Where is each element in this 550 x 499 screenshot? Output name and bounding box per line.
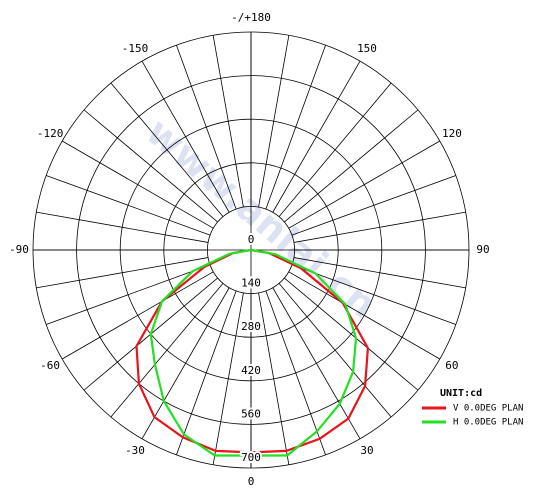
spoke — [110, 283, 224, 418]
r-tick-label: 280 — [241, 320, 261, 333]
angle-tick-label: -30 — [125, 444, 145, 457]
spoke — [265, 290, 326, 455]
spoke — [258, 35, 290, 208]
spoke — [293, 211, 466, 243]
legend-label: H 0.0DEG PLAN — [453, 418, 523, 428]
r-tick-label: 560 — [241, 407, 261, 420]
spoke — [46, 175, 211, 236]
angle-tick-label: -90 — [9, 243, 29, 256]
spoke — [272, 61, 361, 213]
legend-label: V 0.0DEG PLAN — [453, 404, 523, 414]
spoke — [62, 140, 214, 229]
spoke — [36, 211, 209, 243]
spoke — [293, 257, 466, 289]
angle-tick-label: -120 — [37, 127, 64, 140]
spoke — [141, 61, 230, 213]
r-tick-label: 0 — [248, 233, 255, 246]
angle-tick-label: 30 — [360, 444, 373, 457]
spoke — [212, 292, 244, 465]
spoke — [212, 35, 244, 208]
angle-tick-label: 60 — [445, 359, 458, 372]
unit-label: UNIT:cd — [440, 388, 482, 399]
plot: V 0.0DEG PLAN H 0.0DEG PLAN 0 140 280 420 560 7… — [7, 9, 523, 490]
spoke — [278, 82, 392, 217]
spoke — [291, 175, 456, 236]
spoke — [141, 287, 230, 439]
spoke — [284, 277, 419, 391]
r-tick-label: 700 — [241, 451, 261, 464]
angle-tick-label: 90 — [476, 243, 489, 256]
spoke — [176, 45, 237, 210]
r-tick-label: 140 — [241, 277, 261, 290]
spoke — [176, 290, 237, 455]
series-line — [149, 248, 358, 457]
spoke — [36, 257, 209, 289]
angle-tick-label: 120 — [442, 127, 462, 140]
angle-tick-label: -60 — [40, 359, 60, 372]
spoke — [284, 109, 419, 223]
spoke — [83, 109, 218, 223]
spoke — [291, 264, 456, 325]
angle-tick-label: 150 — [357, 42, 377, 55]
angle-tick-label: -/+180 — [231, 11, 271, 24]
angle-tick-label: -150 — [122, 42, 149, 55]
spoke — [258, 292, 290, 465]
spoke — [265, 45, 326, 210]
spoke — [278, 283, 392, 418]
spoke — [272, 287, 361, 439]
spoke — [288, 271, 440, 360]
angle-tick-label: 0 — [248, 475, 255, 488]
spoke — [46, 264, 211, 325]
spoke — [62, 271, 214, 360]
spoke — [110, 82, 224, 217]
spoke — [288, 140, 440, 229]
r-tick-label: 420 — [241, 364, 261, 377]
